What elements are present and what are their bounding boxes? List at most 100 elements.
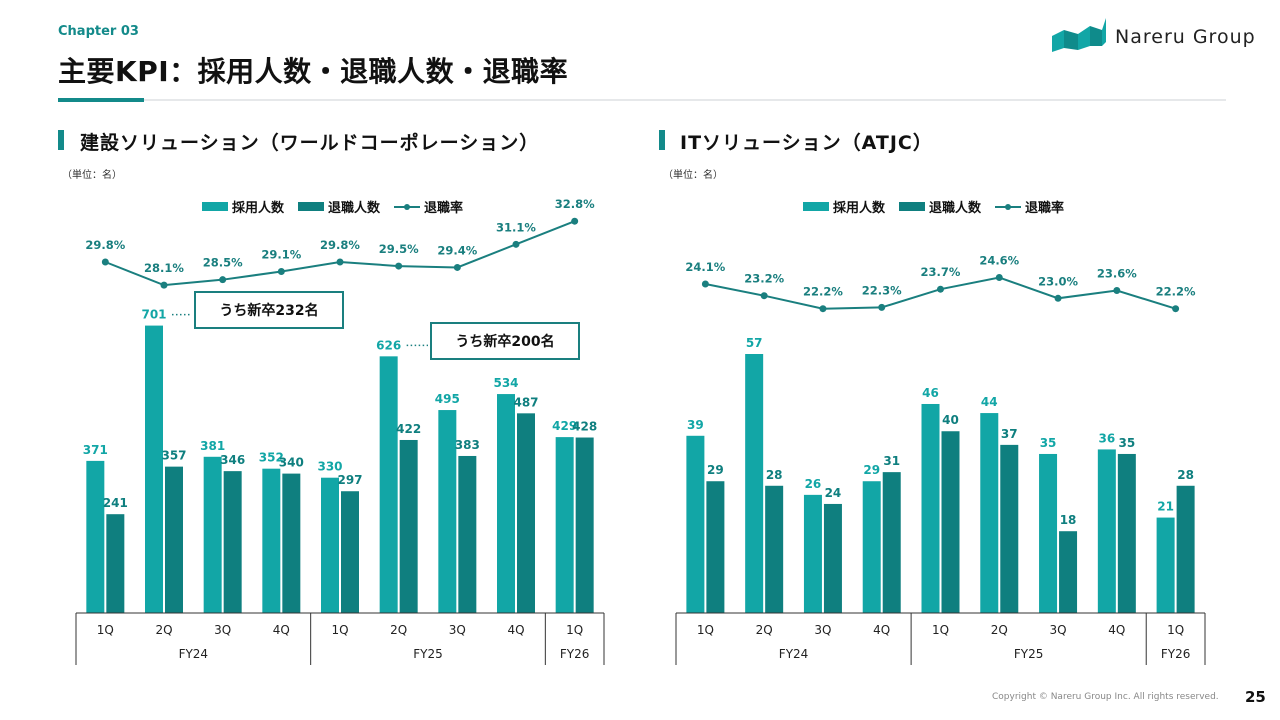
bar-leavers — [165, 466, 183, 613]
data-label-hires: 371 — [83, 443, 108, 457]
copyright-text: Copyright © Nareru Group Inc. All rights… — [992, 692, 1219, 702]
x-tick-label: 1Q — [697, 623, 714, 637]
bar-hires — [1156, 517, 1175, 613]
unit-label-left: （単位：名） — [62, 170, 122, 181]
rate-point — [1113, 287, 1121, 294]
x-tick-label: 4Q — [507, 623, 524, 637]
data-label-leavers: 428 — [572, 420, 597, 434]
bar-leavers — [882, 472, 901, 613]
x-tick-label: 3Q — [1050, 623, 1067, 637]
rate-point — [1054, 294, 1062, 302]
rate-label: 29.1% — [261, 248, 301, 262]
data-label-hires: 352 — [259, 451, 284, 465]
bar-hires — [862, 481, 881, 613]
x-tick-label: 4Q — [873, 623, 890, 637]
rate-point — [160, 281, 168, 289]
x-tick-label: 2Q — [756, 623, 773, 637]
legend-label-rate: 退職率 — [424, 201, 464, 216]
rate-point — [937, 285, 944, 293]
section-title-construction: 建設ソリューション（ワールドコーポレーション） — [80, 132, 540, 154]
legend-item-rate: 退職率 — [995, 197, 1064, 216]
data-label-leavers: 340 — [279, 456, 304, 470]
data-label-leavers: 18 — [1060, 513, 1077, 527]
x-tick-label: 1Q — [566, 623, 583, 637]
data-label-hires: 35 — [1040, 436, 1057, 450]
bar-leavers — [1117, 453, 1136, 613]
data-label-leavers: 37 — [1001, 427, 1018, 441]
bar-leavers — [282, 473, 301, 613]
bar-hires — [1097, 449, 1116, 613]
rate-label: 23.2% — [744, 272, 784, 286]
data-label-hires: 29 — [863, 463, 880, 477]
data-label-hires: 21 — [1157, 500, 1174, 514]
rate-point — [1172, 305, 1180, 313]
data-label-leavers: 357 — [161, 449, 186, 463]
data-label-hires: 57 — [746, 336, 763, 350]
logo-text: Nareru Group — [1115, 26, 1256, 48]
legend-item-leavers: 退職人数 — [899, 197, 981, 216]
x-group-label: FY24 — [779, 647, 809, 661]
rate-label: 24.1% — [685, 260, 725, 274]
rate-label: 23.6% — [1097, 267, 1137, 281]
legend-item-hires: 採用人数 — [202, 197, 284, 216]
rate-label: 29.8% — [320, 238, 360, 252]
rate-label: 31.1% — [496, 220, 536, 234]
bar-leavers — [458, 455, 477, 613]
rate-point — [395, 262, 403, 270]
rate-point — [277, 268, 285, 276]
page-number: 25 — [1245, 688, 1266, 706]
data-label-leavers: 297 — [337, 473, 362, 487]
unit-label-right: （単位：名） — [663, 170, 723, 181]
legend-item-leavers: 退職人数 — [298, 197, 380, 216]
data-label-hires: 626 — [376, 338, 401, 352]
chapter-label: Chapter 03 — [58, 24, 139, 39]
bar-hires — [803, 494, 822, 613]
data-label-hires: 44 — [981, 395, 998, 409]
rate-label: 29.8% — [85, 238, 125, 252]
bar-leavers — [399, 439, 418, 613]
rate-point — [995, 274, 1003, 281]
data-label-hires: 701 — [141, 308, 166, 322]
bar-leavers — [106, 514, 125, 613]
data-label-leavers: 40 — [942, 413, 959, 427]
x-group-label: FY25 — [1014, 647, 1044, 661]
x-group-label: FY24 — [179, 647, 209, 661]
rate-label: 29.4% — [437, 243, 477, 257]
rate-point — [219, 276, 227, 284]
legend-label-rate: 退職率 — [1025, 201, 1065, 216]
section-marker-left — [58, 130, 64, 150]
legend-label-leavers: 退職人数 — [328, 201, 381, 216]
x-tick-label: 2Q — [390, 623, 407, 637]
legend-swatch-hires — [202, 202, 228, 211]
rate-label: 23.0% — [1038, 274, 1078, 288]
bar-hires — [262, 468, 281, 613]
bar-hires — [438, 410, 457, 613]
bar-hires — [86, 460, 105, 613]
bar-hires — [745, 354, 764, 613]
bar-leavers — [223, 471, 242, 613]
section-marker-right — [659, 130, 665, 150]
bar-hires — [321, 477, 339, 613]
rate-label: 22.2% — [1156, 285, 1196, 299]
rate-point — [512, 240, 520, 248]
x-tick-label: 1Q — [1167, 623, 1184, 637]
rate-point — [101, 258, 109, 266]
rate-label: 22.3% — [862, 283, 902, 297]
rate-point — [878, 303, 886, 311]
section-title-it: ITソリューション（ATJC） — [680, 132, 933, 154]
callout-new-grads-fy24-2q: うち新卒232名 — [194, 291, 344, 329]
data-label-leavers: 28 — [1177, 468, 1194, 482]
bar-hires — [145, 325, 163, 613]
bar-leavers — [941, 431, 960, 613]
data-label-hires: 534 — [493, 376, 518, 390]
data-label-hires: 26 — [805, 477, 822, 491]
legend-left: 採用人数 退職人数 退職率 — [202, 197, 477, 216]
legend-swatch-leavers — [899, 202, 926, 211]
rate-label: 29.5% — [379, 242, 419, 256]
data-label-leavers: 28 — [766, 468, 783, 482]
rate-label: 32.8% — [555, 197, 595, 211]
bar-hires — [203, 456, 222, 613]
bar-leavers — [1059, 531, 1078, 613]
bar-hires — [497, 394, 515, 613]
